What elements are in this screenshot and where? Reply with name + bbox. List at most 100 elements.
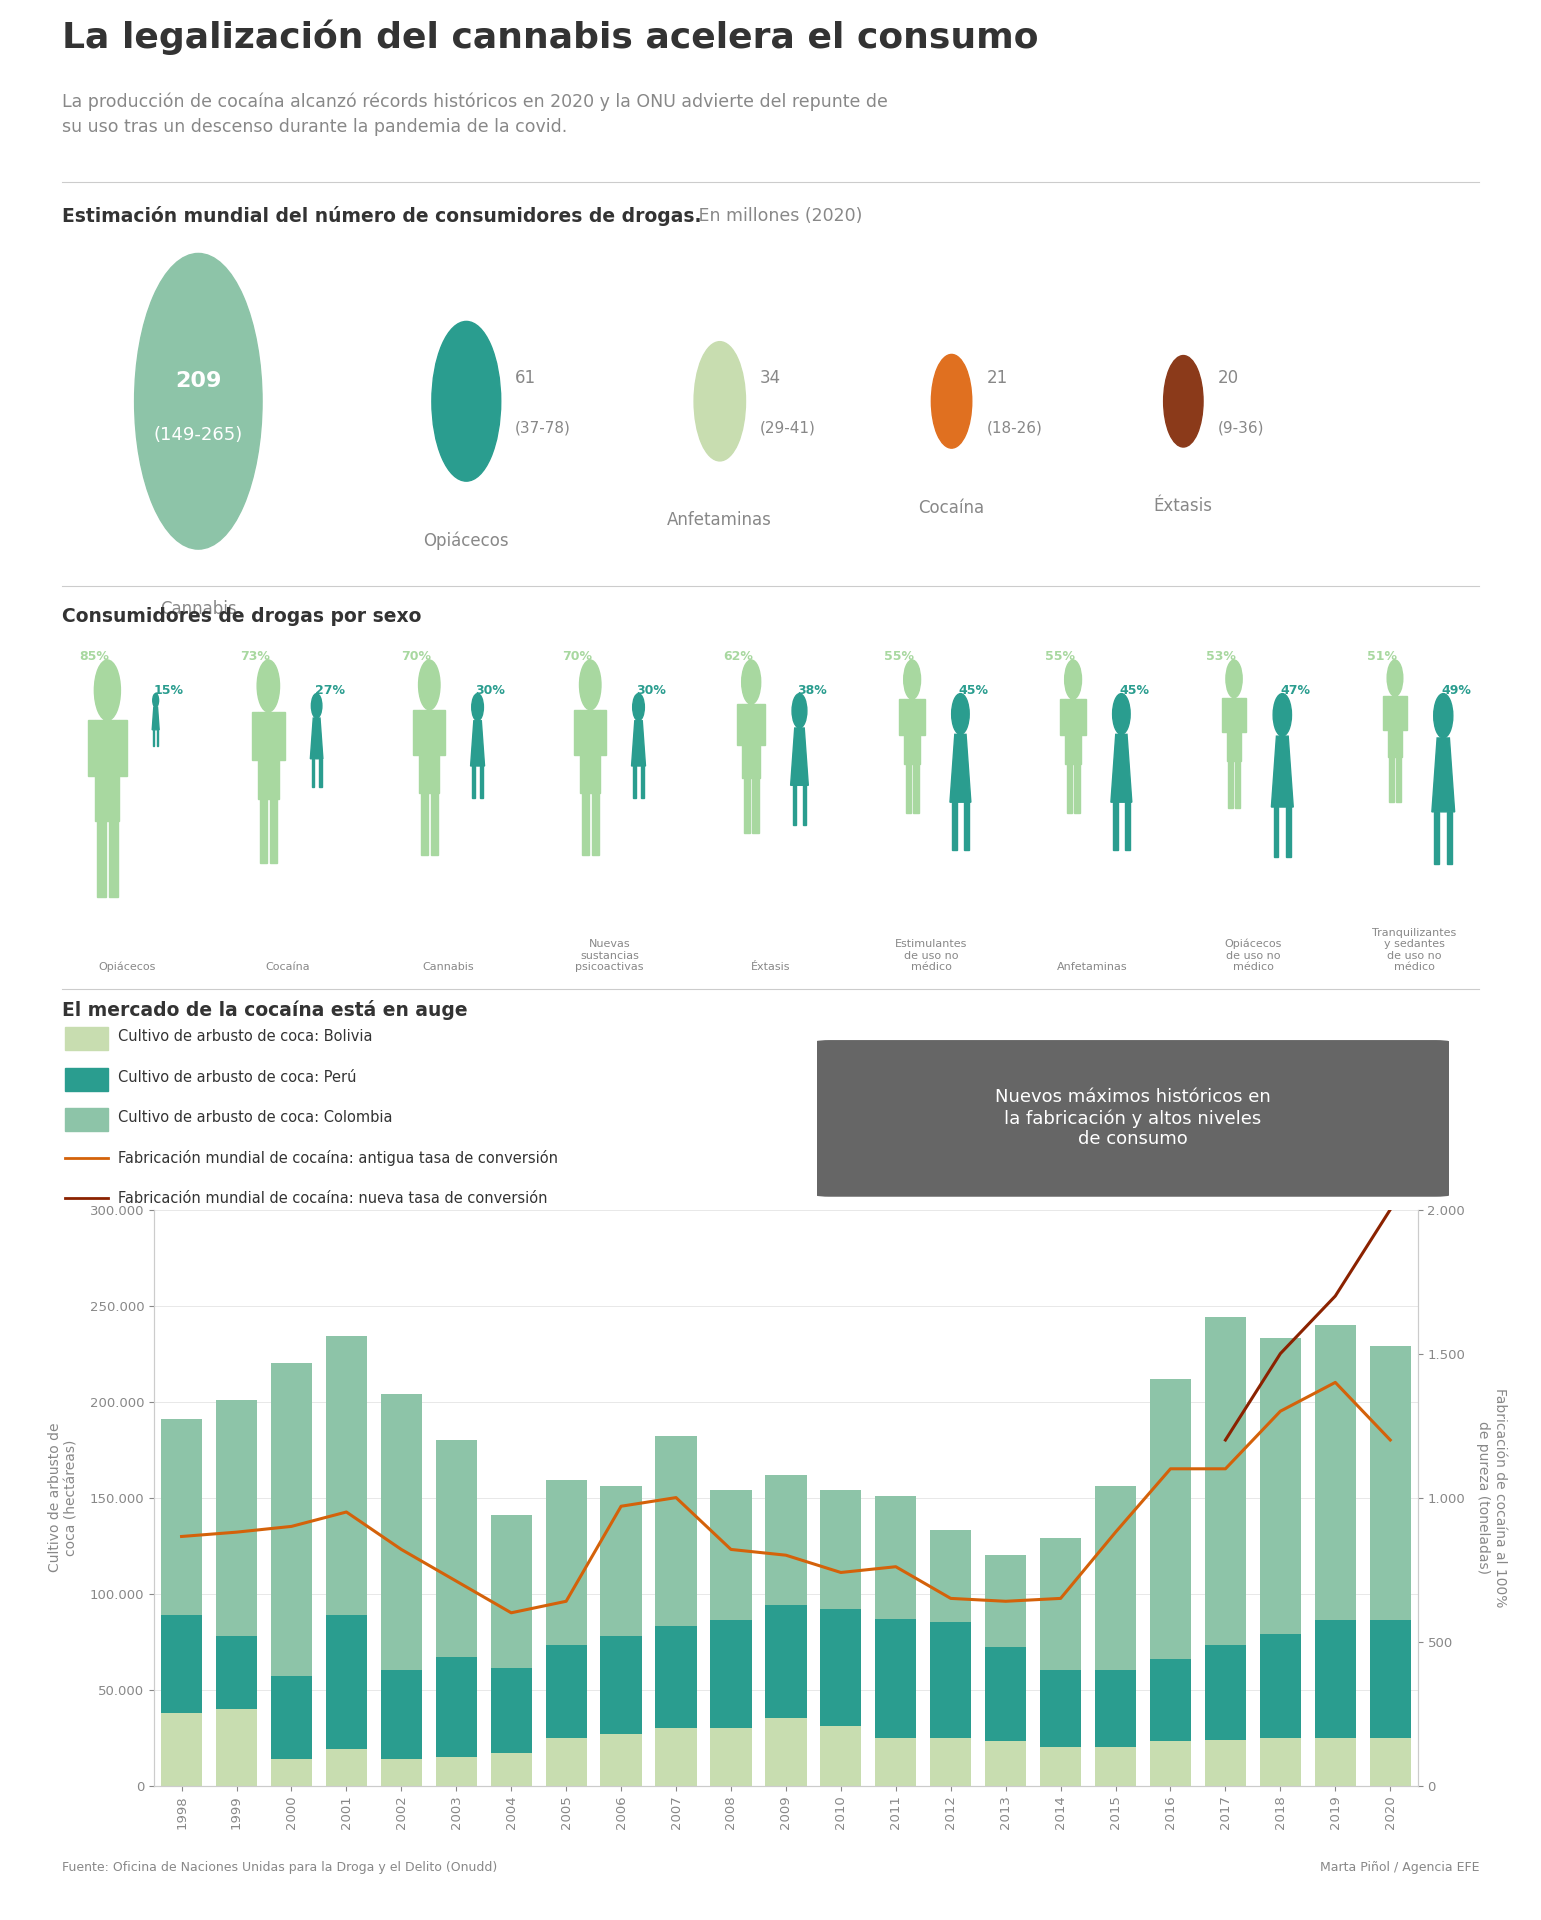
- Bar: [1259, 1634, 1301, 1738]
- Bar: [875, 1738, 917, 1786]
- Bar: [792, 785, 797, 826]
- Bar: [88, 720, 96, 776]
- Circle shape: [1433, 693, 1453, 737]
- Polygon shape: [310, 718, 324, 758]
- Bar: [1370, 1346, 1412, 1620]
- Bar: [1274, 806, 1279, 856]
- Bar: [985, 1555, 1026, 1647]
- Bar: [381, 1394, 422, 1670]
- Circle shape: [792, 693, 807, 728]
- Text: 27%: 27%: [314, 684, 345, 697]
- Bar: [710, 1490, 752, 1620]
- Text: Estimulantes
de uso no
médico: Estimulantes de uso no médico: [895, 939, 968, 972]
- Bar: [1205, 1740, 1247, 1786]
- Circle shape: [1387, 660, 1402, 697]
- Bar: [481, 766, 482, 797]
- Bar: [1205, 1645, 1247, 1740]
- Text: Cultivo de arbusto de coca: Colombia: Cultivo de arbusto de coca: Colombia: [119, 1110, 393, 1125]
- Circle shape: [257, 660, 279, 712]
- Bar: [271, 1759, 311, 1786]
- Bar: [1222, 697, 1227, 732]
- Text: 62%: 62%: [723, 649, 754, 662]
- Bar: [766, 1475, 806, 1605]
- Text: Fuente: Oficina de Naciones Unidas para la Droga y el Delito (Onudd): Fuente: Oficina de Naciones Unidas para …: [62, 1860, 496, 1874]
- Circle shape: [1227, 660, 1242, 697]
- Polygon shape: [632, 720, 646, 766]
- Bar: [1242, 697, 1247, 732]
- Bar: [1096, 1486, 1136, 1670]
- Bar: [546, 1738, 587, 1786]
- Bar: [381, 1670, 422, 1759]
- Bar: [1060, 699, 1065, 735]
- Bar: [413, 710, 419, 755]
- Text: 55%: 55%: [885, 649, 914, 662]
- Text: Tranquilizantes
y sedantes
de uso no
médico: Tranquilizantes y sedantes de uso no méd…: [1371, 927, 1456, 972]
- Text: Opiácecos
de uso no
médico: Opiácecos de uso no médico: [1225, 939, 1282, 972]
- Bar: [96, 720, 119, 822]
- Bar: [1065, 699, 1080, 764]
- Bar: [490, 1668, 532, 1753]
- Bar: [439, 710, 445, 755]
- Polygon shape: [153, 707, 159, 730]
- Bar: [109, 822, 117, 897]
- Text: Cultivo de arbusto de coca: Bolivia: Cultivo de arbusto de coca: Bolivia: [119, 1029, 373, 1044]
- Bar: [931, 1622, 971, 1738]
- Circle shape: [579, 660, 601, 710]
- Bar: [582, 793, 589, 854]
- Bar: [97, 822, 106, 897]
- Bar: [490, 1515, 532, 1668]
- Bar: [436, 1757, 476, 1786]
- Bar: [1080, 699, 1086, 735]
- Bar: [279, 712, 285, 760]
- Bar: [633, 766, 636, 797]
- Bar: [875, 1619, 917, 1738]
- Bar: [1066, 764, 1073, 814]
- Text: (37-78): (37-78): [515, 420, 572, 436]
- Circle shape: [693, 342, 746, 461]
- Text: Cocaína: Cocaína: [265, 962, 310, 972]
- Text: 21: 21: [986, 369, 1008, 386]
- Text: El mercado de la cocaína está en auge: El mercado de la cocaína está en auge: [62, 1000, 467, 1020]
- Bar: [421, 793, 428, 854]
- Circle shape: [311, 693, 322, 718]
- Bar: [1447, 812, 1452, 864]
- Circle shape: [1113, 693, 1130, 733]
- Text: 53%: 53%: [1207, 649, 1236, 662]
- Text: Anfetaminas: Anfetaminas: [1057, 962, 1128, 972]
- Text: 61: 61: [515, 369, 536, 386]
- Polygon shape: [791, 728, 809, 785]
- Bar: [641, 766, 644, 797]
- Bar: [1040, 1538, 1082, 1670]
- Bar: [906, 764, 911, 814]
- Text: Nuevos máximos históricos en
la fabricación y altos niveles
de consumo: Nuevos máximos históricos en la fabricac…: [995, 1089, 1270, 1148]
- Text: (149-265): (149-265): [154, 426, 243, 444]
- Text: Opiácecos: Opiácecos: [424, 532, 509, 549]
- Text: (18-26): (18-26): [986, 420, 1042, 436]
- Circle shape: [741, 660, 761, 705]
- Text: 85%: 85%: [80, 649, 109, 662]
- Bar: [965, 803, 969, 851]
- Bar: [546, 1645, 587, 1738]
- Bar: [1074, 764, 1080, 814]
- Bar: [65, 1068, 108, 1091]
- Bar: [575, 710, 581, 755]
- Bar: [65, 1027, 108, 1050]
- Bar: [655, 1626, 697, 1728]
- Circle shape: [1065, 660, 1082, 699]
- Circle shape: [419, 660, 441, 710]
- Bar: [803, 785, 806, 826]
- Text: Fabricación mundial de cocaína: antigua tasa de conversión: Fabricación mundial de cocaína: antigua …: [119, 1150, 558, 1165]
- Text: 70%: 70%: [562, 649, 592, 662]
- Polygon shape: [949, 733, 971, 803]
- Text: 45%: 45%: [1119, 684, 1150, 697]
- Bar: [710, 1728, 752, 1786]
- Bar: [743, 705, 760, 778]
- Bar: [931, 1530, 971, 1622]
- Text: Estimación mundial del número de consumidores de drogas.: Estimación mundial del número de consumi…: [62, 205, 701, 227]
- Text: Éxtasis: Éxtasis: [1154, 497, 1213, 515]
- Bar: [752, 778, 758, 833]
- Bar: [1040, 1670, 1082, 1747]
- Circle shape: [1273, 693, 1291, 735]
- Text: 51%: 51%: [1367, 649, 1398, 662]
- Bar: [160, 1713, 202, 1786]
